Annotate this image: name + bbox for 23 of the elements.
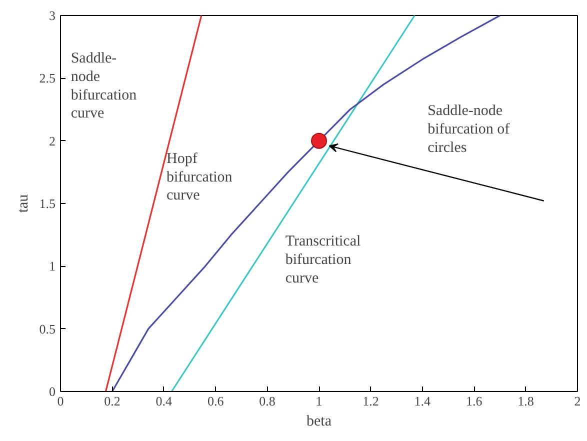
- y-tick-label: 3: [49, 8, 56, 23]
- x-tick-label: 1: [316, 394, 322, 408]
- x-tick-label: 0.2: [104, 394, 120, 408]
- annotation: Transcritical bifurcation curve: [285, 234, 361, 286]
- y-tick-label: 0: [49, 384, 56, 399]
- x-tick-label: 0.4: [156, 394, 173, 408]
- annotation: Hopf bifurcation curve: [166, 150, 233, 204]
- y-tick-label: 2.5: [39, 70, 56, 86]
- y-tick-label: 1: [49, 258, 56, 274]
- x-tick-label: 1.8: [518, 394, 534, 408]
- x-tick-label: 1.2: [362, 394, 379, 408]
- y-tick-label: 2: [49, 133, 56, 148]
- y-tick-label: 1.5: [39, 196, 56, 211]
- y-tick-label: 0.5: [39, 321, 56, 336]
- x-tick-label: 0.8: [259, 394, 276, 408]
- annotation: Saddle- node bifurcation curve: [70, 50, 138, 122]
- x-tick-label: 2: [574, 394, 581, 408]
- y-axis-title: tau: [15, 194, 32, 213]
- annotation: Saddle-node bifurcation of circles: [428, 103, 510, 156]
- x-axis-title: beta: [306, 414, 332, 430]
- x-tick-label: 0.6: [207, 394, 224, 408]
- x-tick-label: 1.4: [414, 394, 432, 408]
- x-tick-label: 1.6: [466, 394, 483, 408]
